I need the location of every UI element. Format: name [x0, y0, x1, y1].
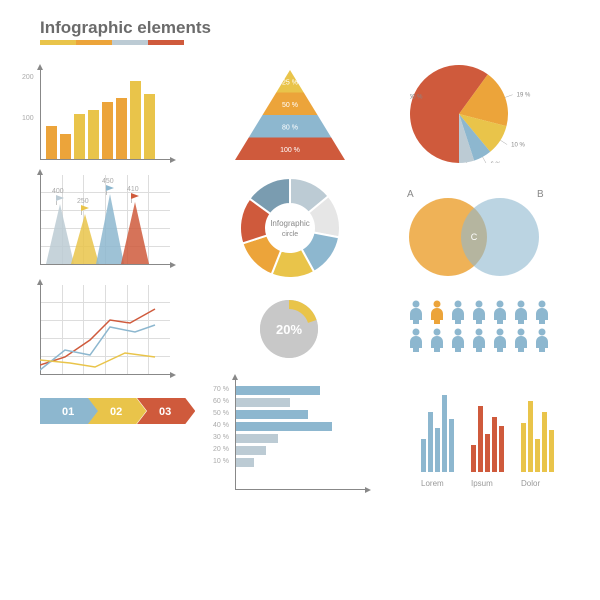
- col-bar: [442, 395, 447, 472]
- person-icon: [492, 328, 508, 352]
- col-bar: [435, 428, 440, 472]
- hbar: [236, 446, 266, 455]
- svg-text:circle: circle: [282, 231, 298, 238]
- svg-text:A: A: [407, 189, 414, 200]
- person-icon: [534, 300, 550, 324]
- donut-chart: Infographic circle: [240, 178, 340, 278]
- bar: [74, 114, 85, 159]
- hbar: [236, 398, 290, 407]
- cone: [96, 194, 124, 264]
- cone: [121, 202, 149, 264]
- bar: [88, 110, 99, 159]
- person-icon: [492, 300, 508, 324]
- col-bar: [521, 423, 526, 473]
- line-chart: [40, 285, 170, 375]
- step: 03: [137, 398, 195, 424]
- gauge-chart: 20%: [260, 300, 318, 358]
- col-bar: [499, 426, 504, 472]
- hbar: [236, 434, 278, 443]
- person-icon: [471, 300, 487, 324]
- bar: [144, 94, 155, 159]
- page-title: Infographic elements: [40, 18, 211, 38]
- svg-text:10 %: 10 %: [511, 143, 525, 149]
- col-bar: [485, 434, 490, 473]
- svg-text:03: 03: [159, 406, 171, 418]
- cone: [71, 214, 99, 264]
- pie-chart: 60 % 19 % 10 % 6 % 5 %: [410, 65, 568, 163]
- col-bar: [449, 419, 454, 472]
- person-icon: [429, 328, 445, 352]
- col-bar: [478, 406, 483, 472]
- person-icon: [450, 300, 466, 324]
- col-bar: [471, 445, 476, 473]
- col-bar: [428, 412, 433, 473]
- person-icon: [408, 328, 424, 352]
- svg-text:100 %: 100 %: [280, 147, 300, 154]
- svg-text:50 %: 50 %: [282, 102, 298, 109]
- venn-diagram: A B C: [405, 185, 545, 285]
- step-arrow: 01 02 03: [40, 398, 185, 424]
- bar: [60, 134, 71, 159]
- person-icon: [450, 328, 466, 352]
- svg-text:19 %: 19 %: [517, 93, 531, 99]
- svg-text:80 %: 80 %: [282, 124, 298, 131]
- svg-text:01: 01: [62, 406, 74, 418]
- person-icon: [513, 300, 529, 324]
- hbar: [236, 458, 254, 467]
- col-bar: [528, 401, 533, 473]
- bar: [102, 102, 113, 159]
- col-bar: [535, 439, 540, 472]
- svg-text:6 %: 6 %: [490, 162, 501, 163]
- person-icon: [513, 328, 529, 352]
- horizontal-bar-chart: 70 % 60 % 50 % 40 % 30 % 20 % 10 %: [235, 380, 365, 490]
- person-icon: [429, 300, 445, 324]
- col-bar: [492, 417, 497, 472]
- svg-text:20%: 20%: [276, 322, 302, 337]
- bar: [46, 126, 57, 159]
- hbar: [236, 410, 308, 419]
- hbar: [236, 386, 320, 395]
- person-icon: [408, 300, 424, 324]
- col-bar: [421, 439, 426, 472]
- svg-text:25 %: 25 %: [282, 79, 298, 86]
- pyramid-chart: 25 % 50 % 80 % 100 %: [235, 70, 345, 160]
- col-bar: [549, 430, 554, 472]
- bar-chart: 100200: [40, 70, 170, 160]
- hbar: [236, 422, 332, 431]
- bar: [116, 98, 127, 159]
- cone: [46, 204, 74, 264]
- col-bar: [542, 412, 547, 473]
- column-chart: LoremIpsumDolor: [415, 380, 565, 488]
- palette-bar: [40, 40, 184, 45]
- svg-text:02: 02: [110, 406, 122, 418]
- svg-text:60 %: 60 %: [410, 94, 423, 100]
- svg-text:Infographic: Infographic: [270, 219, 310, 228]
- svg-text:C: C: [471, 232, 478, 242]
- person-icon: [534, 328, 550, 352]
- bar: [130, 81, 141, 159]
- people-icons: [408, 300, 558, 360]
- person-icon: [471, 328, 487, 352]
- cone-chart: 400 250 450 410: [40, 175, 170, 265]
- svg-text:B: B: [537, 189, 544, 200]
